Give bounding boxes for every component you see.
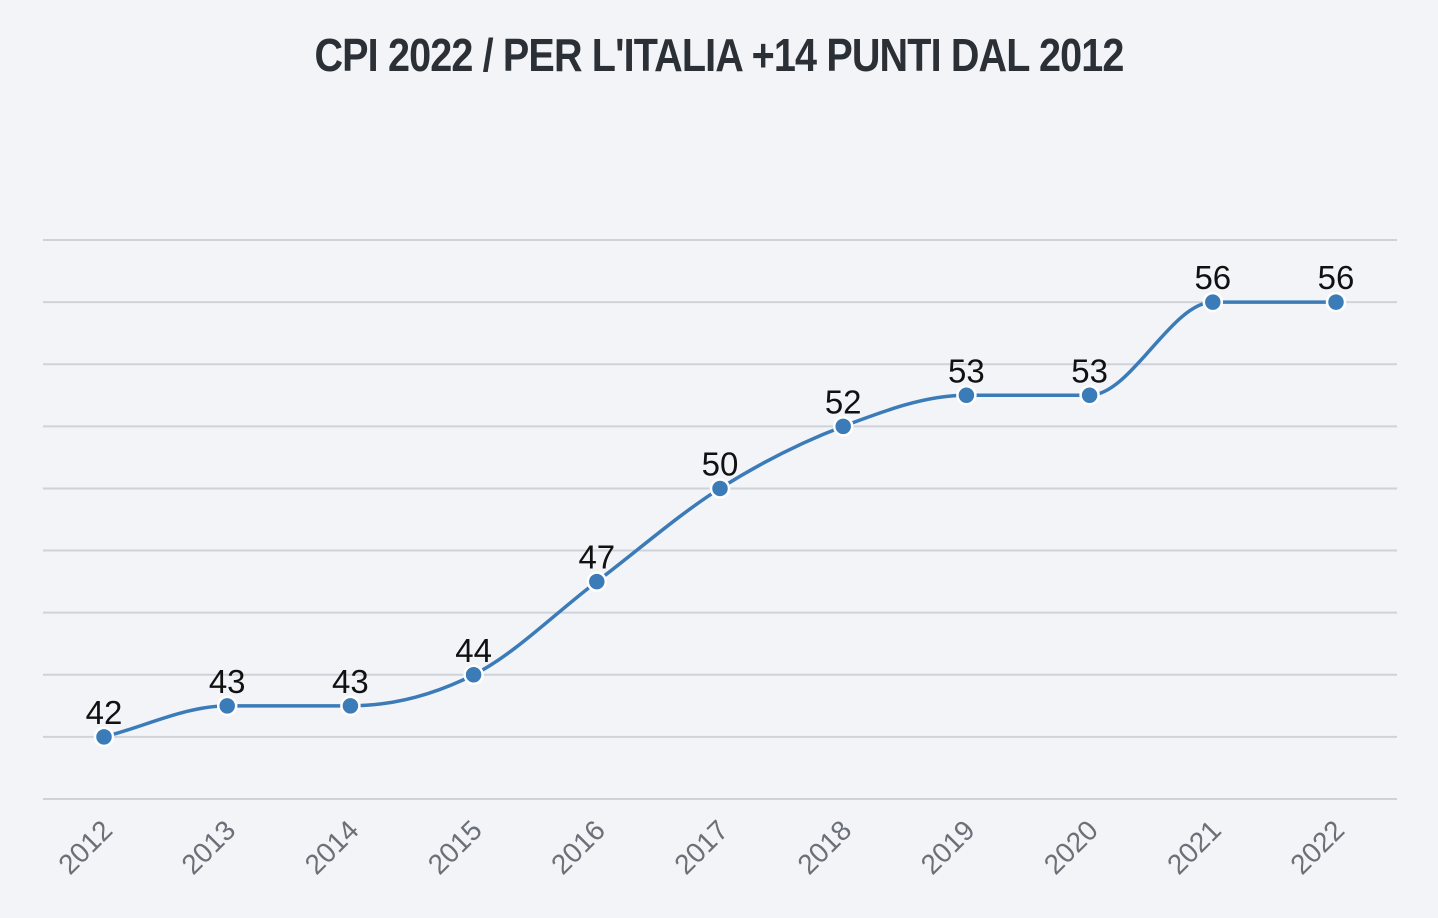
data-point-2017 (709, 478, 731, 499)
data-point-2021 (1202, 291, 1224, 313)
x-tick-label-2020: 2020 (1038, 814, 1104, 880)
x-tick-label-2021: 2021 (1161, 814, 1227, 880)
data-label-2015: 44 (455, 632, 492, 669)
data-points (93, 291, 1347, 748)
x-tick-label-2012: 2012 (52, 814, 118, 880)
data-point-2013 (216, 695, 238, 717)
x-tick-label-2016: 2016 (545, 814, 611, 880)
x-tick-label-2017: 2017 (668, 814, 734, 880)
x-tick-label-2014: 2014 (299, 814, 365, 880)
x-tick-label-2019: 2019 (915, 814, 981, 880)
data-label-2016: 47 (578, 539, 615, 576)
data-point-2012 (93, 726, 115, 748)
data-label-2020: 53 (1071, 352, 1108, 389)
data-point-2020 (1079, 385, 1100, 406)
chart-title: CPI 2022 / PER L'ITALIA +14 PUNTI DAL 20… (314, 29, 1124, 81)
x-axis-tick-labels: 2012 2013 2014 2015 2016 2017 2018 2019 2020 2021… (52, 814, 1350, 880)
data-label-2017: 50 (702, 445, 739, 482)
data-point-2014 (340, 695, 361, 717)
data-point-2016 (586, 571, 608, 592)
x-tick-label-2013: 2013 (175, 814, 241, 880)
series-line (103, 300, 1336, 739)
data-label-2013: 43 (209, 663, 246, 700)
x-tick-label-2015: 2015 (422, 814, 488, 880)
data-label-2012: 42 (86, 694, 123, 731)
data-labels: 42 43 43 44 47 50 52 53 53 56 56 (86, 259, 1355, 731)
x-tick-label-2018: 2018 (791, 814, 857, 880)
gridlines (43, 239, 1397, 800)
data-label-2014: 43 (332, 663, 369, 700)
data-point-2022 (1325, 291, 1347, 313)
data-label-2021: 56 (1194, 259, 1231, 296)
x-tick-label-2022: 2022 (1284, 814, 1350, 880)
data-point-2018 (832, 416, 854, 437)
data-label-2019: 53 (948, 352, 985, 389)
data-label-2018: 52 (825, 383, 862, 420)
data-point-2019 (956, 385, 977, 406)
data-point-2015 (463, 664, 484, 686)
data-label-2022: 56 (1318, 259, 1355, 296)
